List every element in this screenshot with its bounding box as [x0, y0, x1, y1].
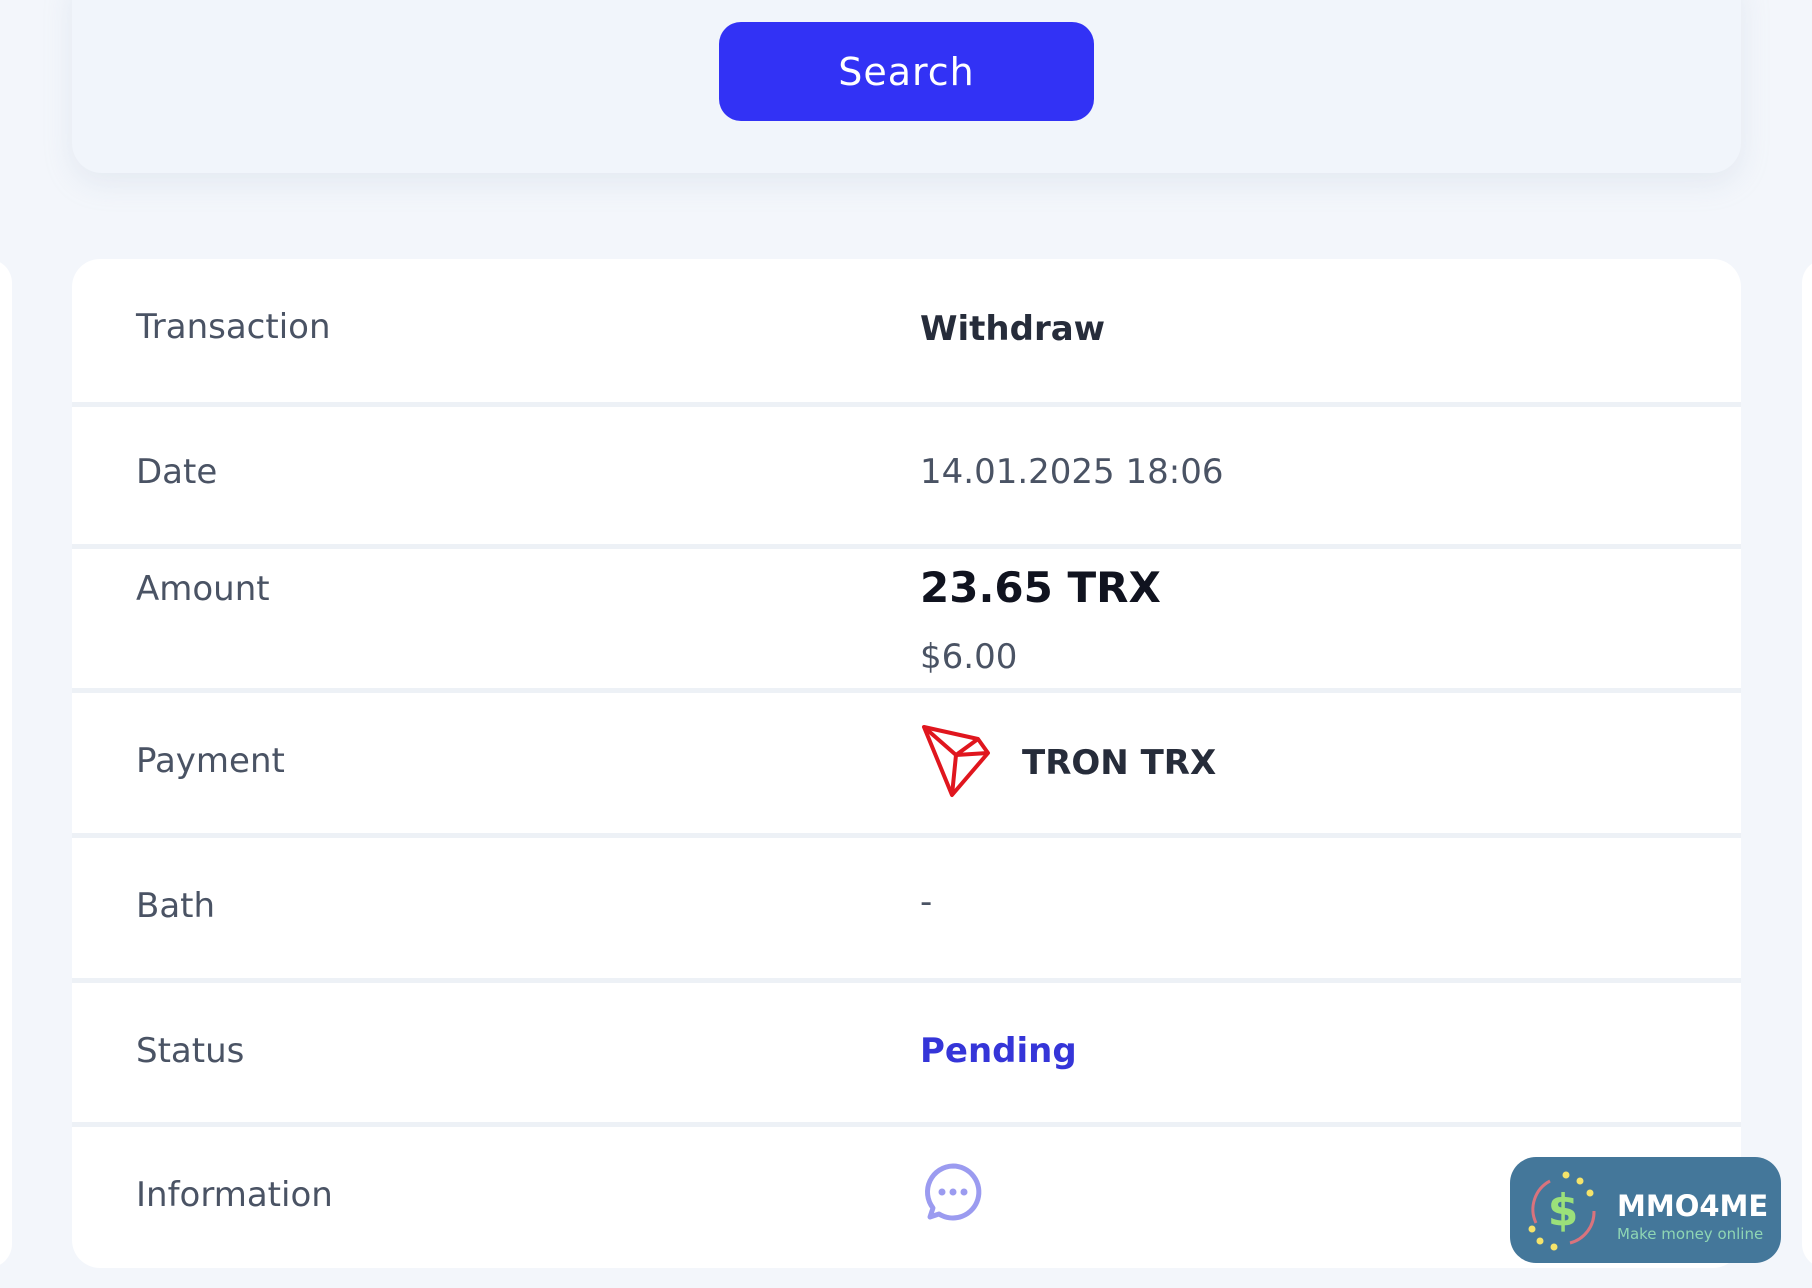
amount-usd: $6.00	[920, 637, 1018, 677]
row-transaction: Transaction Withdraw	[72, 259, 1741, 407]
date-value: 14.01.2025 18:06	[920, 452, 1224, 492]
row-payment: Payment TRON TRX	[72, 693, 1741, 838]
tron-logo-icon	[922, 725, 990, 797]
date-label: Date	[136, 452, 218, 492]
bath-label: Bath	[136, 886, 216, 926]
watermark-subtitle: Make money online	[1617, 1225, 1764, 1243]
row-amount: Amount 23.65 TRX $6.00	[72, 549, 1741, 693]
search-button[interactable]: Search	[719, 22, 1094, 121]
mmo4me-watermark-logo: $ MMO4ME Make money online	[1510, 1157, 1781, 1263]
chat-bubble-icon[interactable]	[922, 1161, 984, 1223]
row-bath: Bath -	[72, 838, 1741, 983]
watermark-title: MMO4ME	[1617, 1189, 1769, 1223]
right-panel-edge	[1802, 259, 1812, 1268]
row-date: Date 14.01.2025 18:06	[72, 404, 1741, 549]
svg-text:$: $	[1548, 1185, 1579, 1236]
transaction-value: Withdraw	[920, 309, 1106, 349]
status-badge: Pending	[920, 1031, 1077, 1071]
left-panel-edge	[0, 259, 12, 1268]
transaction-details-card: Transaction Withdraw Date 14.01.2025 18:…	[72, 259, 1741, 1268]
amount-label: Amount	[136, 569, 270, 609]
status-label: Status	[136, 1031, 245, 1071]
transaction-label: Transaction	[136, 307, 331, 347]
payment-label: Payment	[136, 741, 285, 781]
information-label: Information	[136, 1175, 333, 1215]
dollar-stars-icon: $	[1528, 1171, 1596, 1251]
row-status: Status Pending	[72, 983, 1741, 1127]
amount-value: 23.65 TRX	[920, 563, 1161, 612]
payment-value: TRON TRX	[1022, 743, 1217, 783]
row-information: Information	[72, 1127, 1741, 1268]
bath-value: -	[920, 882, 933, 922]
